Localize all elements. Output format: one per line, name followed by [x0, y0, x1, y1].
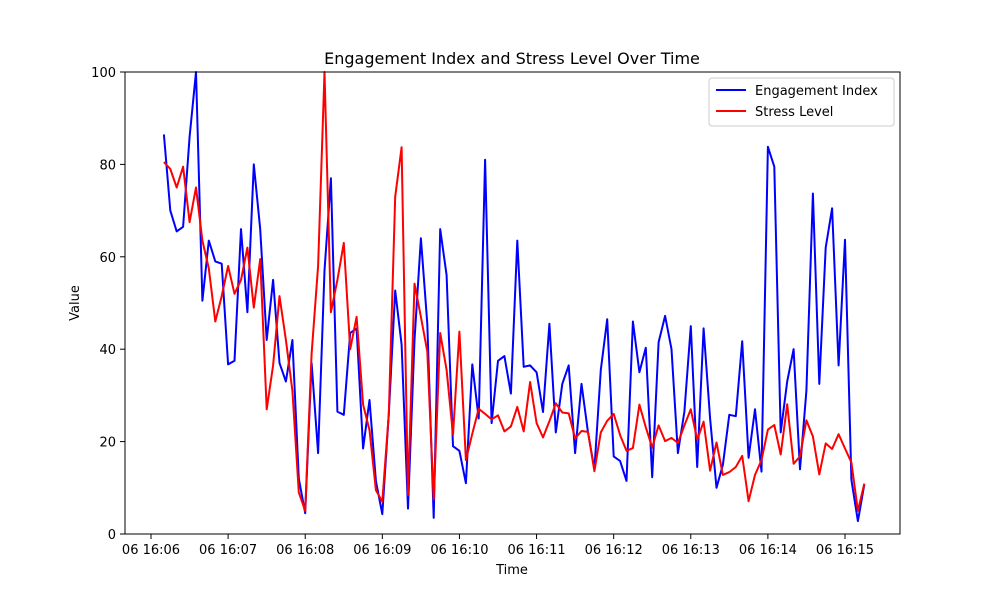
- x-tick-label: 06 16:06: [122, 543, 180, 558]
- y-tick-label: 100: [91, 66, 116, 81]
- x-tick-label: 06 16:09: [353, 543, 411, 558]
- series-line-stress-level: [163, 71, 866, 512]
- legend-label-engagement-index: Engagement Index: [755, 84, 878, 99]
- x-tick-label: 06 16:08: [276, 543, 334, 558]
- chart-title: Engagement Index and Stress Level Over T…: [324, 49, 700, 68]
- y-tick-label: 60: [99, 251, 116, 266]
- x-tick-label: 06 16:10: [430, 543, 488, 558]
- y-axis: 0 20 40 60 80 100: [91, 66, 125, 543]
- y-axis-label: Value: [68, 285, 83, 321]
- y-tick-label: 80: [99, 158, 116, 173]
- x-tick-label: 06 16:15: [816, 543, 874, 558]
- y-tick-label: 20: [99, 436, 116, 451]
- legend: Engagement Index Stress Level: [708, 77, 895, 127]
- x-axis: 06 16:06 06 16:07 06 16:08 06 16:09 06 16:10…: [122, 534, 874, 558]
- series-line-engagement-index: [162, 71, 866, 523]
- y-tick-label: 0: [108, 528, 116, 543]
- x-tick-label: 06 16:12: [585, 543, 643, 558]
- legend-label-stress-level: Stress Level: [755, 105, 833, 120]
- x-tick-label: 06 16:07: [199, 543, 257, 558]
- y-tick-label: 40: [99, 343, 116, 358]
- plot-lines: [162, 71, 866, 523]
- x-tick-label: 06 16:14: [739, 543, 797, 558]
- x-tick-label: 06 16:11: [507, 543, 565, 558]
- x-tick-label: 06 16:13: [662, 543, 720, 558]
- legend-box: [708, 77, 895, 127]
- plot-frame: [124, 71, 901, 535]
- x-axis-label: Time: [495, 563, 528, 578]
